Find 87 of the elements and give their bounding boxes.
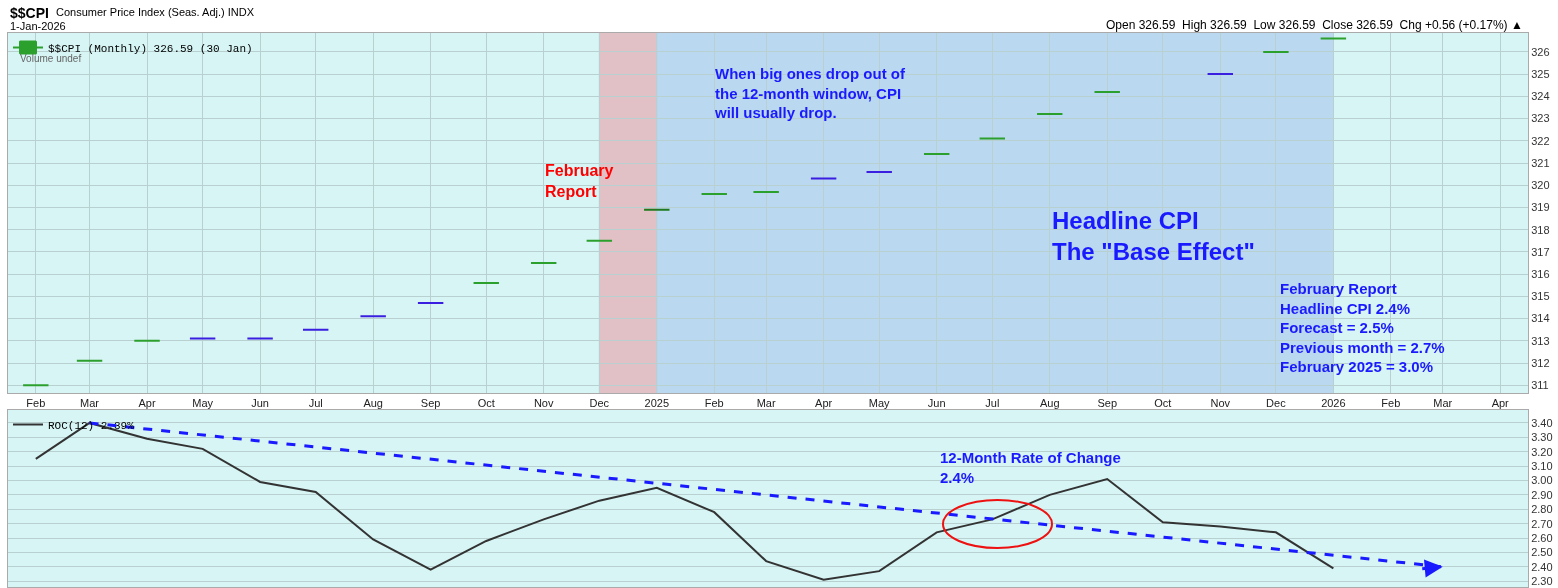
x-tick-label: Dec [1266,397,1287,410]
y-tick-label: 321 [1531,156,1550,169]
candlestick [1206,73,1235,76]
y-tick-label: 3.40 [1531,416,1553,429]
x-tick-label: Oct [1154,397,1172,410]
annotation: Headline CPI The "Base Effect" [1052,207,1255,266]
candlestick [1319,37,1348,40]
y-tick-label: 317 [1531,245,1550,258]
candlestick [188,337,217,340]
candlestick [978,137,1007,140]
annotation: February Report Headline CPI 2.4% Forecast = 2.5% Previous month = 2.7% February 2025 = 3.0% [1280,280,1445,375]
text: 1-Jan-2026 [10,20,66,32]
y-tick-label: 315 [1531,290,1550,303]
x-tick-label: Mar [1433,397,1453,410]
y-tick-label: 2.30 [1531,575,1553,588]
x-tick-label: 2025 [644,397,670,410]
x-tick-label: Sep [1097,397,1118,410]
candlestick [809,177,838,180]
x-tick-label: Jun [251,397,269,410]
text: Open 326.59 High 326.59 Low 326.59 Close 326.59 Chg +0.56 (+0.17%) ▲ [1106,18,1523,32]
annotation: Volume undef [20,53,82,64]
candlestick [585,239,614,242]
y-tick-label: 314 [1531,312,1550,325]
x-tick-label: Nov [533,397,554,410]
x-tick-label: Jul [985,397,1000,410]
y-tick-label: 2.90 [1531,488,1553,501]
candlestick [133,339,161,342]
x-tick-label: Mar [80,397,100,410]
candlestick [1093,90,1121,93]
candlestick [922,153,951,156]
y-tick-label: 3.10 [1531,459,1553,472]
y-tick-label: 2.40 [1531,560,1553,573]
chart-title: $$CPI [10,5,49,21]
x-tick-label: Apr [1491,397,1510,410]
candlestick [643,208,671,211]
x-tick-label: Feb [26,397,46,410]
y-tick-label: 2.70 [1531,517,1553,530]
y-tick-label: 312 [1531,356,1550,369]
candlestick [246,337,274,340]
x-tick-label: May [868,397,891,410]
y-tick-label: 311 [1531,379,1549,392]
x-tick-label: Dec [589,397,610,410]
y-tick-label: 323 [1531,112,1550,125]
candlestick [1036,113,1064,116]
y-tick-label: 313 [1531,334,1550,347]
x-tick-label: Apr [815,397,833,410]
x-tick-label: Oct [477,397,495,410]
x-tick-label: Aug [1039,397,1060,410]
y-tick-label: 2.50 [1531,546,1553,559]
y-tick-label: 324 [1531,90,1550,103]
annotation: When big ones drop out of the 12-month window, CPI will usually drop. [714,65,906,121]
y-tick-label: 2.60 [1531,531,1553,544]
candlestick [359,315,387,318]
x-tick-label: Aug [363,397,383,410]
candlestick [301,328,330,331]
x-tick-label: Jun [927,397,946,410]
y-tick-label: 3.00 [1531,474,1553,487]
x-tick-label: Apr [138,397,156,410]
candlestick [865,170,893,173]
x-tick-label: Nov [1210,397,1231,410]
y-tick-label: 2.80 [1531,503,1553,516]
x-tick-label: 2026 [1321,397,1346,410]
y-tick-label: 3.20 [1531,445,1553,458]
x-tick-label: Feb [704,397,724,410]
y-tick-label: 320 [1531,179,1550,192]
x-tick-label: Jul [308,397,323,410]
candlestick [75,359,104,362]
y-tick-label: 325 [1531,67,1550,80]
y-tick-label: 326 [1531,45,1550,58]
y-tick-label: 3.30 [1531,431,1553,444]
annotation: February Report [545,162,614,200]
x-tick-label: Mar [756,397,776,410]
y-tick-label: 318 [1531,223,1550,236]
y-tick-label: 319 [1531,201,1550,214]
x-tick-label: Feb [1381,397,1401,410]
x-tick-label: May [192,397,214,410]
line-series [34,421,1335,581]
candlestick [752,190,780,193]
candlestick [22,384,50,387]
x-tick-label: Sep [420,397,441,410]
candlestick [700,193,728,196]
y-tick-label: 322 [1531,134,1550,147]
chart-subtitle: Consumer Price Index (Seas. Adj.) INDX [56,6,255,18]
annotation: 12-Month Rate of Change 2.4% [940,449,1121,486]
candlestick [1262,50,1290,53]
legend-label: $$CPI (Monthly) 326.59 (30 Jan) [48,42,253,55]
y-tick-label: 316 [1531,267,1550,280]
